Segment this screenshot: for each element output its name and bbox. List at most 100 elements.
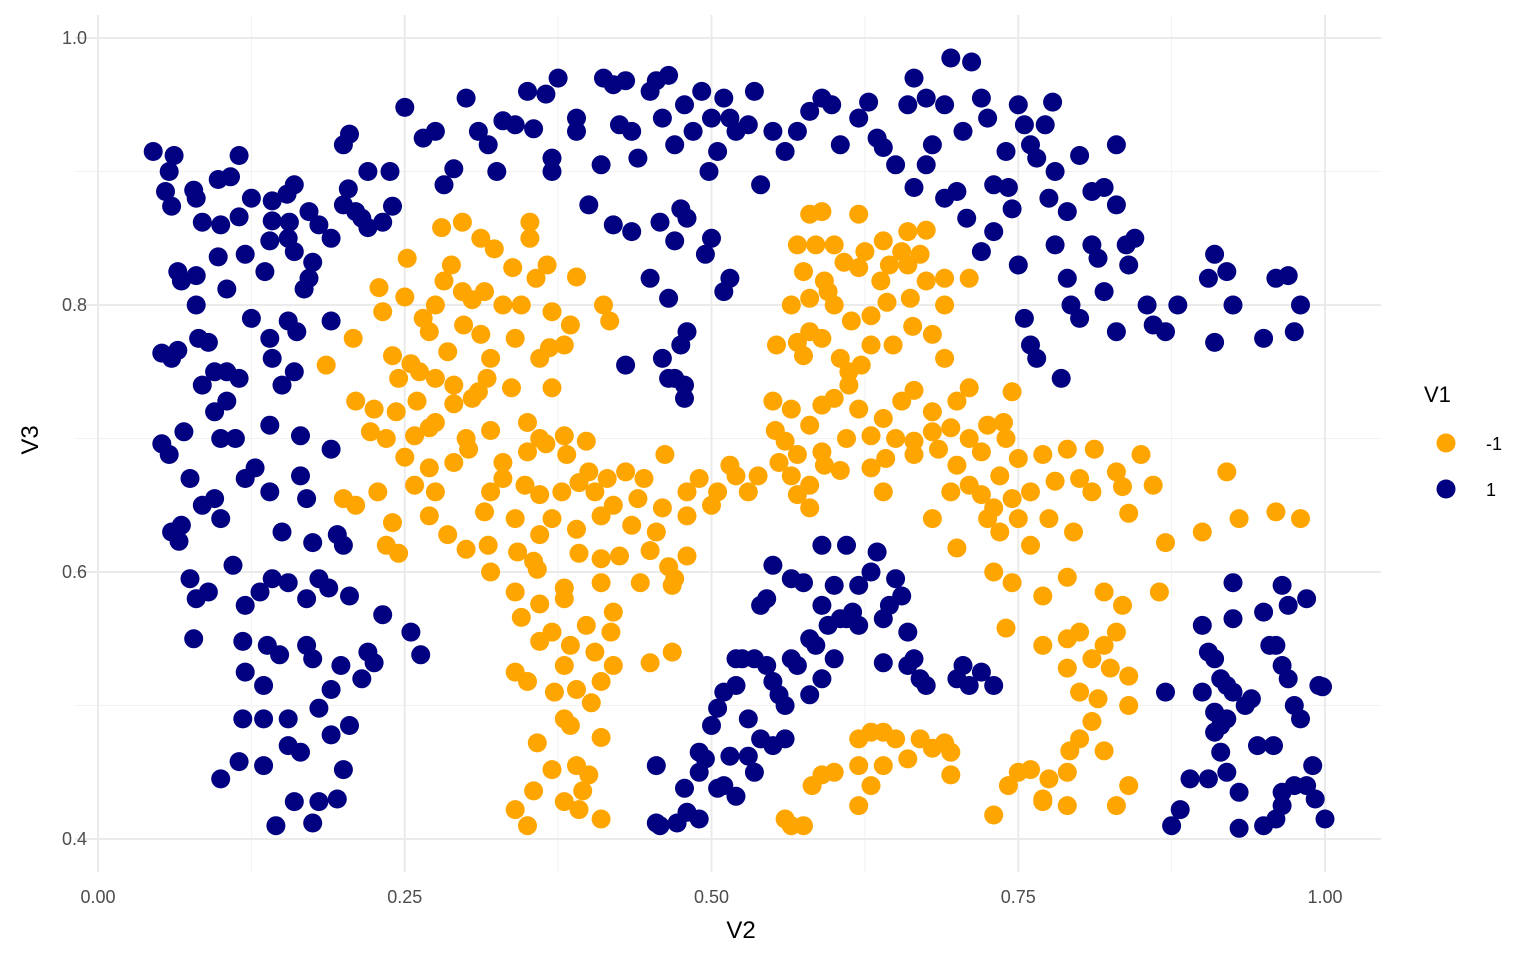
scatter-point-pos (1002, 199, 1022, 219)
scatter-point-pos (984, 222, 1004, 242)
scatter-point-pos (294, 279, 314, 299)
scatter-point-neg (395, 447, 415, 467)
scatter-point-pos (1248, 736, 1267, 756)
scatter-point-pos (671, 335, 691, 355)
scatter-point-neg (873, 482, 893, 502)
scatter-point-pos (1156, 682, 1175, 702)
scatter-point-neg (603, 602, 623, 622)
scatter-point-pos (229, 752, 249, 772)
scatter-point-pos (1229, 782, 1249, 802)
scatter-point-neg (1106, 796, 1126, 816)
scatter-point-pos (1106, 322, 1126, 342)
scatter-point-neg (800, 288, 820, 308)
scatter-point-neg (459, 439, 479, 459)
scatter-point-neg (383, 346, 402, 366)
scatter-point-neg (1039, 769, 1059, 789)
scatter-point-pos (1278, 595, 1298, 615)
scatter-point-neg (515, 475, 535, 495)
scatter-point-neg (438, 342, 458, 362)
scatter-point-neg (1060, 741, 1080, 761)
scatter-point-pos (763, 121, 783, 141)
scatter-point-neg (369, 278, 389, 298)
scatter-point-neg (505, 509, 525, 529)
scatter-point-pos (468, 121, 488, 141)
scatter-point-pos (321, 680, 341, 699)
scatter-point-neg (526, 268, 546, 288)
scatter-point-pos (434, 175, 454, 195)
scatter-point-neg (841, 311, 861, 331)
scatter-point-pos (1291, 709, 1310, 729)
scatter-point-pos (953, 121, 973, 141)
scatter-point-pos (208, 247, 228, 267)
scatter-point-pos (957, 208, 977, 228)
scatter-point-neg (794, 816, 813, 836)
scatter-point-pos (1162, 816, 1182, 836)
scatter-point-neg (373, 302, 393, 322)
scatter-point-pos (720, 268, 740, 288)
scatter-point-neg (1033, 789, 1053, 809)
scatter-point-pos (309, 215, 329, 235)
scatter-point-neg (861, 776, 881, 796)
scatter-point-pos (806, 635, 826, 655)
scatter-point-neg (1217, 462, 1237, 482)
scatter-point-neg (769, 453, 789, 472)
scatter-point-pos (726, 649, 746, 669)
scatter-point-pos (284, 175, 304, 195)
scatter-point-pos (425, 121, 445, 141)
scatter-point-pos (303, 533, 323, 553)
y-tick-label: 0.8 (62, 295, 87, 315)
scatter-point-pos (616, 355, 636, 375)
scatter-point-neg (898, 222, 918, 242)
scatter-point-pos (650, 212, 670, 232)
scatter-point-pos (299, 202, 319, 222)
scatter-point-pos (229, 368, 249, 388)
scatter-point-pos (411, 645, 431, 665)
scatter-point-pos (284, 792, 304, 812)
scatter-point-pos (235, 244, 255, 264)
scatter-point-pos (738, 709, 758, 729)
scatter-point-neg (1119, 776, 1139, 796)
scatter-point-pos (738, 115, 758, 135)
scatter-point-neg (877, 292, 897, 312)
scatter-point-pos (873, 138, 893, 157)
scatter-point-pos (327, 789, 347, 809)
scatter-point-neg (662, 642, 682, 662)
scatter-point-pos (984, 676, 1004, 695)
scatter-point-pos (702, 108, 721, 128)
scatter-point-pos (254, 676, 274, 695)
scatter-point-pos (340, 124, 359, 144)
scatter-point-neg (343, 328, 363, 348)
scatter-point-neg (806, 235, 826, 255)
data-points (143, 48, 1335, 838)
scatter-point-neg (410, 362, 429, 382)
scatter-point-neg (922, 509, 942, 529)
scatter-point-pos (180, 569, 200, 589)
scatter-point-pos (331, 656, 351, 675)
scatter-point-neg (655, 445, 675, 464)
scatter-point-neg (1100, 658, 1120, 678)
scatter-point-pos (1125, 228, 1145, 248)
scatter-point-neg (781, 399, 801, 419)
scatter-point-neg (368, 482, 388, 502)
scatter-point-pos (567, 121, 586, 141)
scatter-point-pos (667, 813, 687, 833)
scatter-point-pos (652, 348, 672, 368)
scatter-point-pos (272, 522, 292, 542)
scatter-point-pos (225, 429, 245, 448)
scatter-point-pos (689, 742, 709, 762)
scatter-point-pos (143, 142, 163, 161)
scatter-point-pos (1008, 255, 1028, 275)
scatter-point-pos (321, 228, 341, 248)
scatter-point-neg (316, 355, 336, 375)
scatter-point-pos (174, 422, 194, 442)
scatter-point-pos (675, 778, 694, 798)
scatter-point-neg (505, 800, 525, 820)
scatter-point-neg (524, 781, 544, 801)
scatter-point-pos (904, 68, 924, 88)
scatter-point-neg (922, 402, 942, 422)
scatter-point-pos (775, 142, 795, 161)
scatter-point-neg (389, 543, 409, 563)
scatter-point-pos (916, 88, 936, 108)
scatter-point-neg (419, 506, 439, 526)
